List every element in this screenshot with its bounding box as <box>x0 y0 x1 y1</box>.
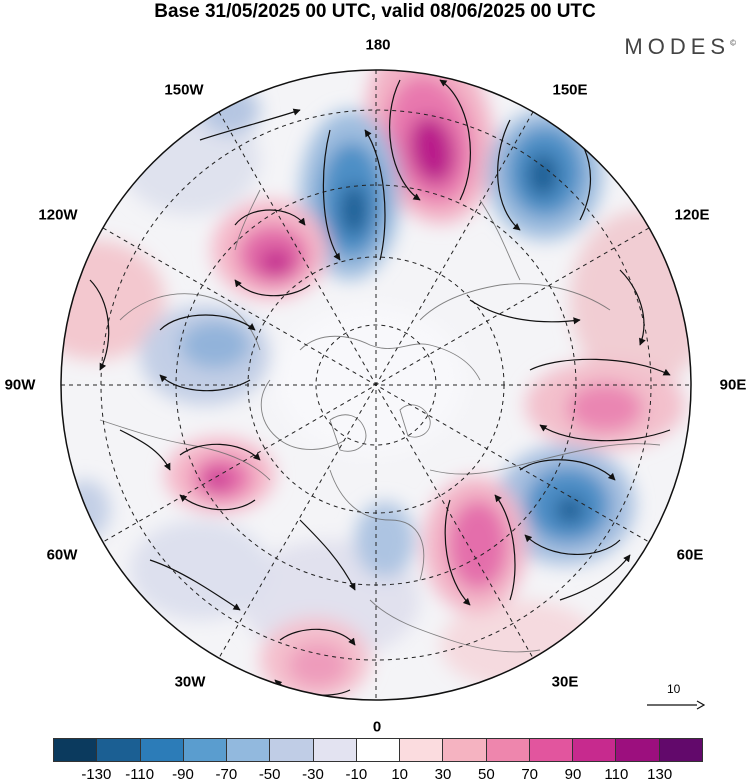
colorbar-cell <box>227 739 271 761</box>
colorbar-cell <box>54 739 98 761</box>
brand-name: MODES <box>624 34 731 59</box>
colorbar-cell <box>443 739 487 761</box>
colorbar-tick-label: -70 <box>215 766 238 783</box>
colorbar-tick-label: -10 <box>345 766 368 783</box>
colorbar-tick-label: -30 <box>302 766 324 783</box>
colorbar-cell <box>270 739 314 761</box>
modes-logo: MODES© <box>624 34 736 60</box>
colorbar-cell <box>400 739 444 761</box>
colorbar-tick-label: -130 <box>81 766 112 783</box>
lon-label-60w: 60W <box>46 546 78 564</box>
colorbar-tick-label: -90 <box>172 766 194 783</box>
colorbar-cell <box>356 739 401 761</box>
lon-label-90w: 90W <box>4 376 36 394</box>
colorbar-cell <box>486 739 530 761</box>
lon-label-90e: 90E <box>719 376 747 394</box>
lon-label-120w: 120W <box>38 206 78 224</box>
colorbar-tick-label: -110 <box>125 766 155 783</box>
colorbar-tick-label: -50 <box>258 766 281 783</box>
copyright-mark: © <box>730 38 736 48</box>
colorbar-cell <box>97 739 141 761</box>
lon-label-180: 180 <box>365 36 391 54</box>
colorbar-tick-label: 10 <box>391 766 408 783</box>
colorbar-tick-label: 30 <box>434 766 452 783</box>
colorbar-tick-label: 110 <box>604 766 629 783</box>
lon-label-60e: 60E <box>676 546 704 564</box>
lon-label-30w: 30W <box>174 673 206 691</box>
lon-label-0: 0 <box>372 718 382 736</box>
lon-label-150e: 150E <box>552 81 588 99</box>
colorbar-cell <box>616 739 660 761</box>
colorbar-cell <box>659 739 702 761</box>
colorbar-cell <box>529 739 574 761</box>
colorbar-tick-label: 50 <box>477 766 495 783</box>
colorbar-tick-label: 70 <box>521 766 538 783</box>
map-title: Base 31/05/2025 00 UTC, valid 08/06/2025… <box>154 1 596 22</box>
lon-label-30e: 30E <box>551 673 579 691</box>
colorbar-tick-label: 130 <box>647 766 673 783</box>
reference-vector-label: 10 <box>667 682 681 696</box>
coastlines <box>99 189 661 653</box>
reference-vector-arrow <box>647 700 705 710</box>
map-border <box>60 69 692 701</box>
graticule <box>61 70 691 700</box>
colorbar-tick-label: 90 <box>564 766 582 783</box>
colorbar-cell <box>183 739 228 761</box>
colorbar-cell <box>313 739 357 761</box>
lon-label-120e: 120E <box>674 206 710 224</box>
lon-label-150w: 150W <box>164 81 204 99</box>
anomaly-field <box>61 70 691 700</box>
colorbar-cell <box>140 739 184 761</box>
colorbar <box>53 738 703 762</box>
colorbar-cell <box>573 739 617 761</box>
